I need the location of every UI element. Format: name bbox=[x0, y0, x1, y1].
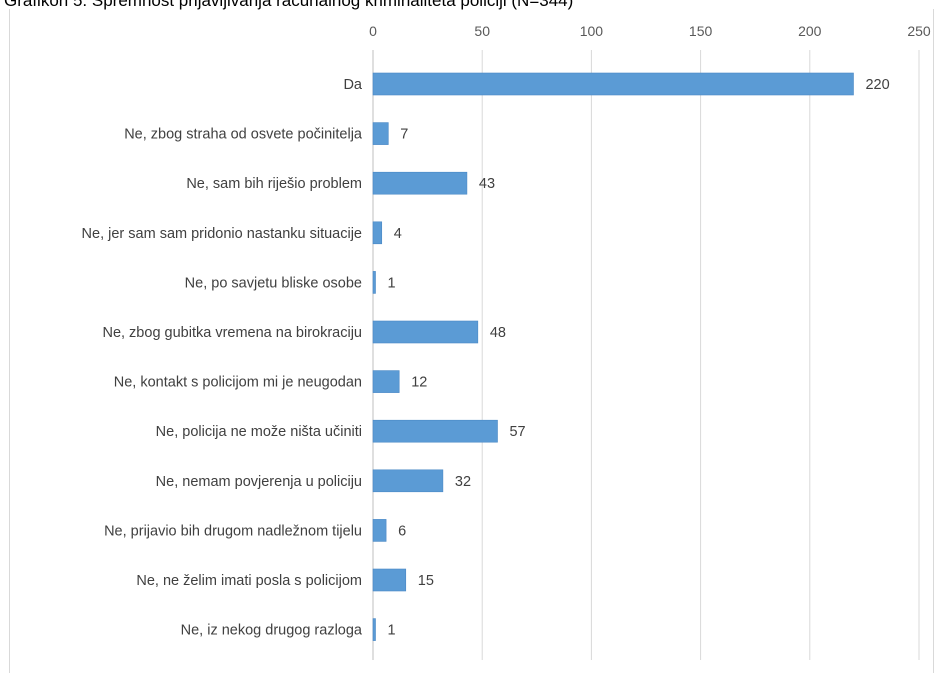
category-label: Ne, nemam povjerenja u policiju bbox=[156, 474, 362, 490]
bar bbox=[372, 271, 376, 294]
chart-caption: Grafikon 5. Spremnost prijavljivanja rač… bbox=[4, 0, 574, 10]
bar bbox=[372, 370, 400, 393]
bar bbox=[372, 419, 498, 443]
category-labels: Da Ne, zbog straha od osvete počinitelja N… bbox=[82, 77, 363, 639]
category-label: Ne, prijavio bih drugom nadležnom tijelu bbox=[104, 523, 362, 539]
bar bbox=[372, 171, 468, 195]
data-label: 32 bbox=[455, 474, 471, 490]
data-label: 1 bbox=[388, 623, 396, 639]
value-labels: 220 7 43 4 1 48 12 57 32 6 15 1 bbox=[388, 77, 890, 639]
category-label: Ne, sam bih riješio problem bbox=[186, 176, 362, 192]
data-label: 57 bbox=[509, 424, 525, 440]
category-label: Ne, kontakt s policijom mi je neugodan bbox=[114, 375, 362, 391]
bar bbox=[372, 469, 444, 493]
data-label: 6 bbox=[398, 523, 406, 539]
category-label: Ne, ne želim imati posla s policijom bbox=[136, 573, 362, 589]
category-label: Ne, jer sam sam pridonio nastanku situac… bbox=[82, 226, 362, 242]
data-label: 43 bbox=[479, 176, 495, 192]
data-label: 4 bbox=[394, 226, 402, 242]
category-label: Ne, zbog straha od osvete počinitelja bbox=[124, 127, 363, 143]
data-label: 1 bbox=[388, 275, 396, 291]
x-tick-label: 0 bbox=[369, 23, 377, 39]
category-label: Ne, zbog gubitka vremena na birokraciju bbox=[102, 325, 362, 341]
data-label: 220 bbox=[865, 77, 889, 93]
bar bbox=[372, 568, 407, 592]
bars bbox=[372, 72, 854, 641]
data-label: 7 bbox=[400, 127, 408, 143]
gridlines bbox=[481, 50, 920, 660]
x-tick-label: 50 bbox=[474, 23, 490, 39]
bar bbox=[372, 519, 387, 542]
category-label: Ne, policija ne može ništa učiniti bbox=[156, 424, 362, 440]
data-label: 12 bbox=[411, 375, 427, 391]
bar bbox=[372, 122, 389, 145]
x-tick-label: 100 bbox=[580, 23, 604, 39]
bar bbox=[372, 72, 854, 96]
category-label: Ne, po savjetu bliske osobe bbox=[185, 275, 362, 291]
category-label: Da bbox=[343, 77, 362, 93]
bar bbox=[372, 221, 383, 245]
x-tick-label: 150 bbox=[689, 23, 713, 39]
x-axis-ticks: 0 50 100 150 200 250 bbox=[369, 23, 931, 39]
bar bbox=[372, 320, 479, 344]
data-label: 48 bbox=[490, 325, 506, 341]
data-label: 15 bbox=[418, 573, 434, 589]
chart-frame bbox=[9, 9, 934, 673]
category-label: Ne, iz nekog drugog razloga bbox=[181, 623, 363, 639]
bar bbox=[372, 618, 376, 641]
x-tick-label: 250 bbox=[907, 23, 931, 39]
x-tick-label: 200 bbox=[798, 23, 822, 39]
